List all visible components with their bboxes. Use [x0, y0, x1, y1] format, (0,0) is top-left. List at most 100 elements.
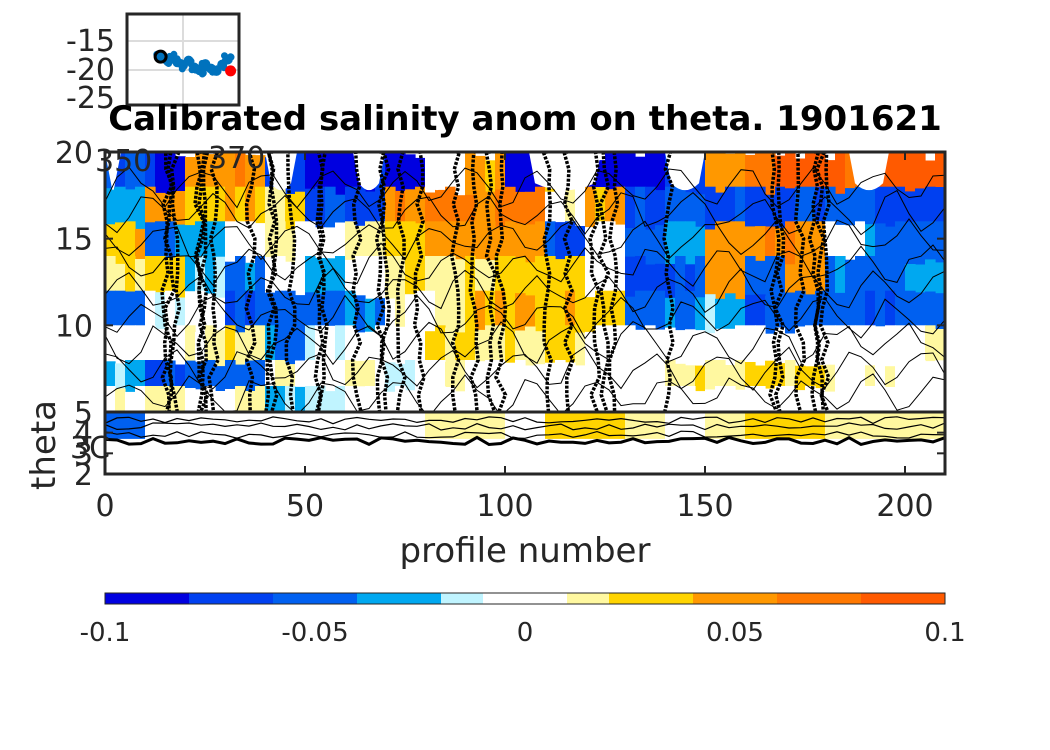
contour-cell: [705, 229, 716, 267]
contour-cell: [655, 386, 666, 412]
contour-cell: [255, 386, 266, 412]
contour-cell: [895, 256, 906, 302]
contour-cell: [775, 290, 786, 336]
zero-contour-line: [168, 152, 182, 412]
contour-cell: [325, 391, 336, 412]
contour-cell: [435, 189, 446, 232]
contour-cell: [425, 331, 436, 371]
contour-cell: [435, 386, 446, 412]
contour-cell: [705, 333, 716, 371]
contour-cell: [585, 297, 596, 336]
contour-cell: [345, 152, 356, 198]
contour-cell: [275, 360, 286, 394]
contour-cell: [885, 152, 896, 198]
contour-cell: [245, 154, 256, 198]
contour-cell: [585, 386, 596, 412]
contour-cell: [665, 386, 676, 412]
colorbar-tick-label: 0.1: [924, 618, 965, 648]
contour-cell: [315, 227, 326, 267]
contour-cell: [115, 186, 126, 232]
contour-cell: [825, 296, 836, 336]
contour-cell: [305, 412, 346, 439]
contour-cell: [705, 256, 716, 302]
colorbar-bin: [273, 593, 358, 604]
contour-cell: [595, 392, 606, 412]
contour-cell: [175, 256, 186, 302]
y-tick-label: 3: [74, 437, 93, 472]
contour-cell: [475, 186, 486, 232]
contour-cell: [325, 290, 336, 336]
contour-cell: [405, 294, 416, 336]
zero-contour-line: [350, 152, 363, 412]
no-data-region: [425, 152, 449, 191]
colorbar-bin: [441, 593, 484, 604]
contour-cell: [655, 290, 666, 336]
contour-cell: [125, 360, 136, 394]
contour-cell: [905, 264, 916, 302]
contour-cell: [155, 192, 166, 232]
chart-title: Calibrated salinity anom on theta. 19016…: [108, 99, 942, 139]
zero-contour-line: [468, 152, 480, 412]
contour-cell: [535, 256, 546, 302]
contour-cell: [915, 360, 926, 394]
contour-cell: [465, 221, 476, 267]
contour-cell: [695, 365, 706, 394]
contour-cell: [105, 325, 116, 371]
colorbar-bin: [105, 593, 190, 604]
contour-cell: [105, 224, 116, 267]
contour-cell: [125, 221, 136, 267]
contour-cell: [175, 325, 186, 371]
contour-cell: [445, 290, 456, 336]
contour-cell: [455, 360, 466, 394]
contour-cell: [475, 259, 486, 302]
contour-cell: [145, 222, 156, 267]
contour-cell: [885, 226, 896, 267]
contour-cell: [475, 290, 486, 336]
contour-cell: [635, 224, 646, 267]
contour-cell: [735, 325, 746, 371]
contour-cell: [635, 365, 646, 394]
contour-cell: [135, 360, 146, 394]
contour-cell: [645, 264, 656, 301]
contour-cell: [445, 186, 456, 232]
contour-cell: [215, 186, 226, 232]
contour-cell: [305, 153, 316, 198]
contour-cell: [575, 386, 586, 412]
contour-cell: [895, 152, 906, 198]
contour-cell: [165, 328, 176, 371]
contour-cell: [775, 386, 786, 412]
contour-cell: [225, 186, 236, 232]
contour-cell: [255, 325, 266, 371]
contour-cell: [555, 222, 566, 267]
contour-cell: [375, 387, 386, 412]
contour-cell: [335, 325, 346, 371]
contour-cell: [925, 186, 936, 232]
colorbar-tick-label: -0.1: [80, 618, 131, 648]
contour-cell: [795, 221, 806, 267]
contour-cell: [495, 256, 506, 302]
contour-cell: [235, 364, 246, 394]
contour-cell: [665, 221, 676, 267]
contour-cell: [805, 366, 816, 394]
contour-cell: [365, 298, 376, 336]
contour-cell: [325, 152, 336, 198]
contour-cell: [475, 361, 486, 394]
contour-cell: [505, 221, 516, 267]
contour-cell: [145, 152, 156, 198]
contour-cell: [725, 386, 736, 412]
contour-cell: [505, 290, 516, 336]
zero-contour-line: [494, 152, 508, 412]
zero-contour-line: [316, 152, 329, 412]
contour-cell: [515, 386, 526, 412]
contour-cell: [755, 226, 766, 267]
contour-cell: [325, 258, 336, 302]
contour-cell: [235, 332, 246, 371]
contour-cell: [625, 386, 636, 412]
stray-tick-label: 370: [208, 141, 265, 176]
contour-cell: [185, 186, 196, 232]
contour-cell: [415, 290, 426, 336]
zero-contour-line: [412, 152, 426, 412]
contour-cell: [675, 363, 686, 394]
contour-cell: [205, 293, 216, 336]
contour-cell: [445, 221, 456, 267]
